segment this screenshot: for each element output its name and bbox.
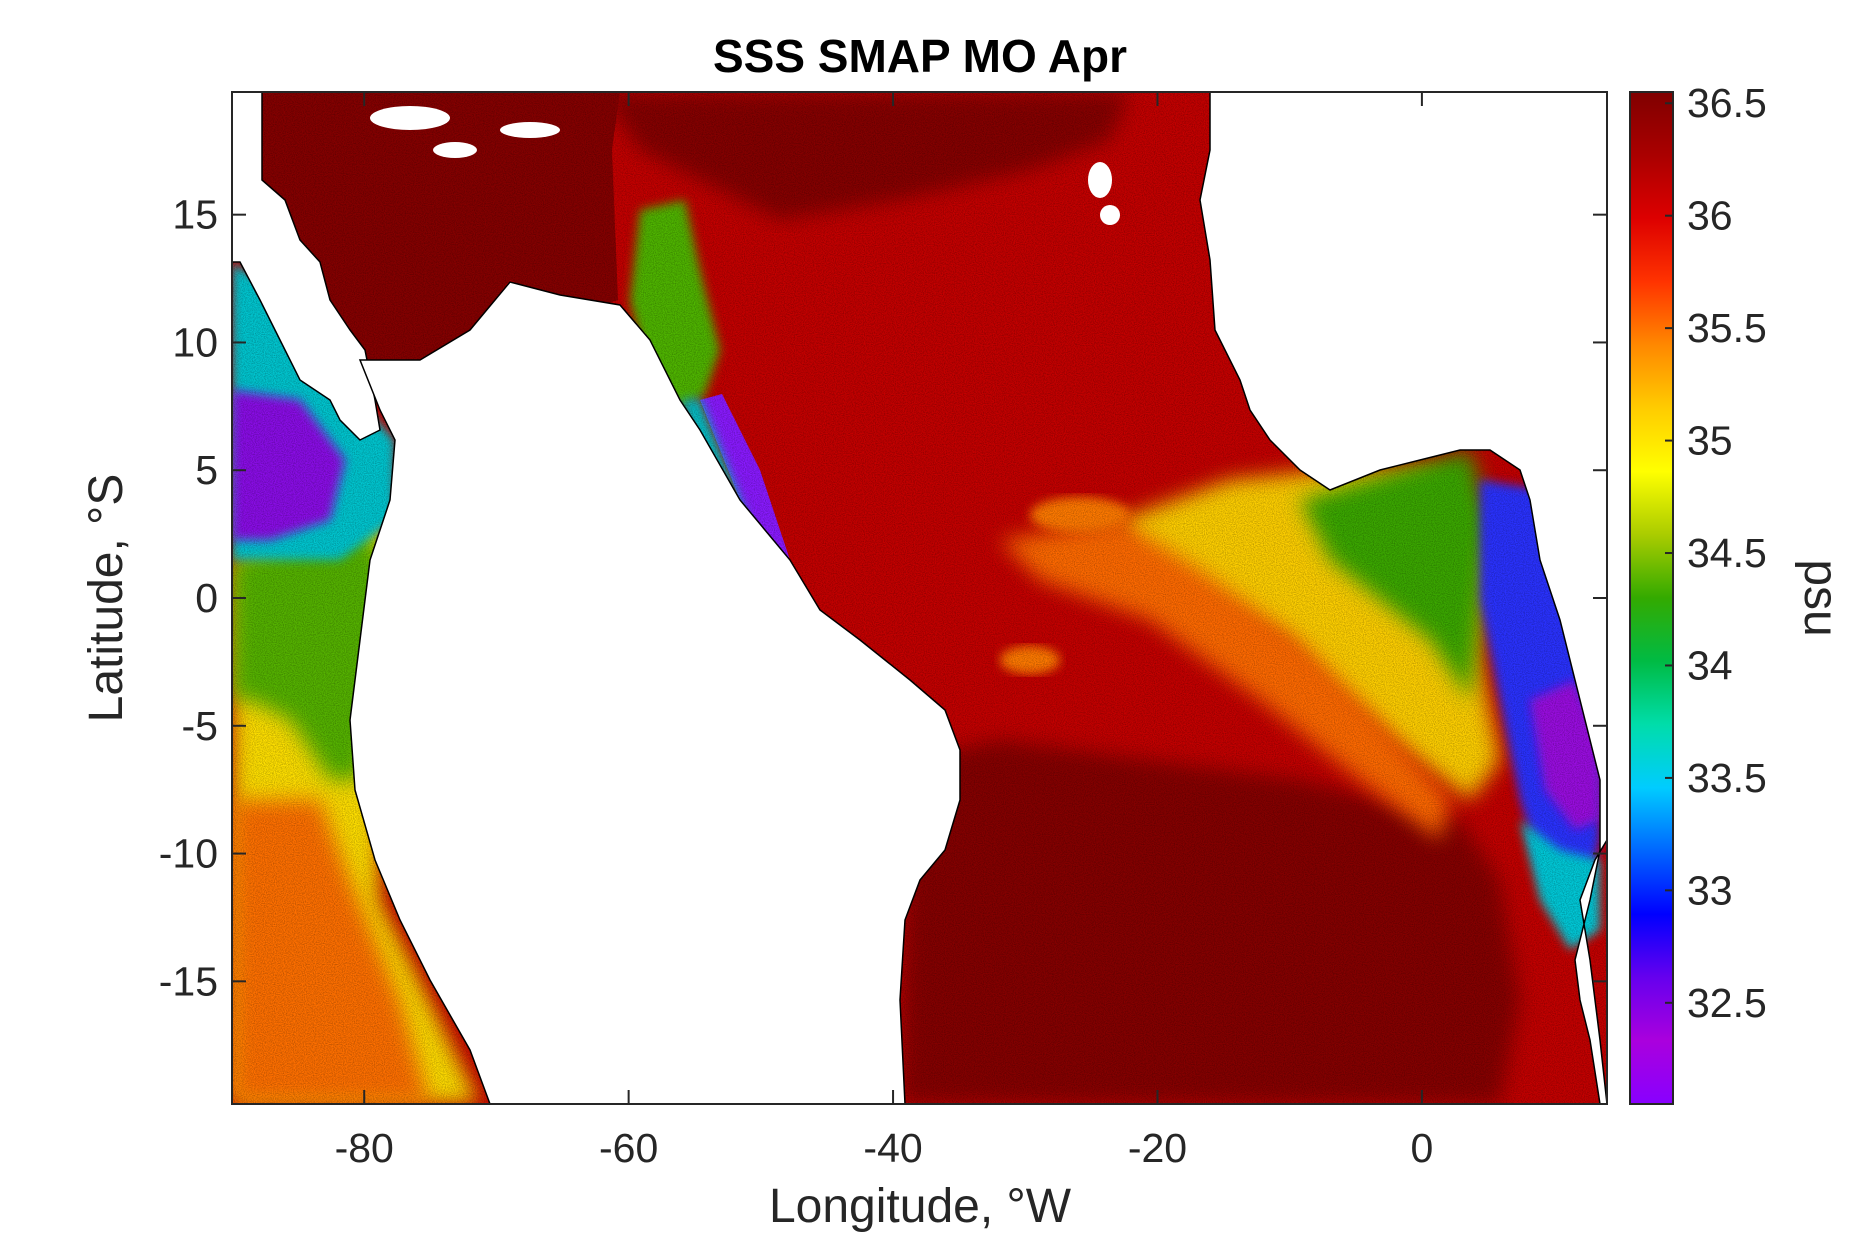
x-axis-ticks: -80 -60 -40 -20 0 <box>335 92 1433 1171</box>
y-tick-label: -10 <box>159 831 218 877</box>
x-tick-label: -20 <box>1128 1125 1187 1171</box>
x-tick-label: 0 <box>1410 1125 1433 1171</box>
colorbar-tick-label: 32.5 <box>1687 980 1767 1026</box>
caribbean-island-hispaniola <box>370 106 450 130</box>
y-tick-label: 0 <box>195 575 218 621</box>
x-tick-label: -40 <box>863 1125 922 1171</box>
x-tick-label: -80 <box>335 1125 394 1171</box>
y-axis-ticks: 15 10 5 0 -5 -10 -15 <box>159 192 1607 1004</box>
colorbar-gradient <box>1629 91 1674 1105</box>
colorbar-tick-label: 36.5 <box>1687 80 1767 126</box>
x-tick-label: -60 <box>599 1125 658 1171</box>
colorbar-tick-label: 35 <box>1687 418 1733 464</box>
colorbar-tick-label: 35.5 <box>1687 305 1767 351</box>
caribbean-island-puerto-rico <box>500 122 560 138</box>
colorbar: 36.5 36 35.5 35 34.5 34 33.5 33 32.5 psu <box>1629 80 1847 1105</box>
south-america-continent <box>349 281 961 1104</box>
south-america-land <box>232 92 381 441</box>
y-axis-label: Latitude, °S <box>80 474 133 723</box>
colorbar-tick-label: 34 <box>1687 642 1733 688</box>
colorbar-label: psu <box>1794 559 1847 636</box>
colorbar-tick-label: 34.5 <box>1687 530 1767 576</box>
y-tick-label: 15 <box>172 192 218 238</box>
y-tick-label: -15 <box>159 958 218 1004</box>
caribbean-island-small <box>433 142 477 158</box>
cape-verde-island-2 <box>1100 205 1120 225</box>
colorbar-tick-label: 36 <box>1687 193 1733 239</box>
x-axis-label: Longitude, °W <box>769 1180 1072 1233</box>
chart-title: SSS SMAP MO Apr <box>713 30 1127 82</box>
colorbar-tick-label: 33.5 <box>1687 755 1767 801</box>
colorbar-ticks: 36.5 36 35.5 35 34.5 34 33.5 33 32.5 <box>1665 80 1767 1026</box>
colorbar-tick-label: 33 <box>1687 867 1733 913</box>
africa-continent <box>1199 92 1607 1104</box>
map-area <box>232 92 1607 1104</box>
y-tick-label: 5 <box>195 447 218 493</box>
y-tick-label: 10 <box>172 319 218 365</box>
cape-verde-island <box>1088 162 1112 198</box>
y-tick-label: -5 <box>182 703 218 749</box>
